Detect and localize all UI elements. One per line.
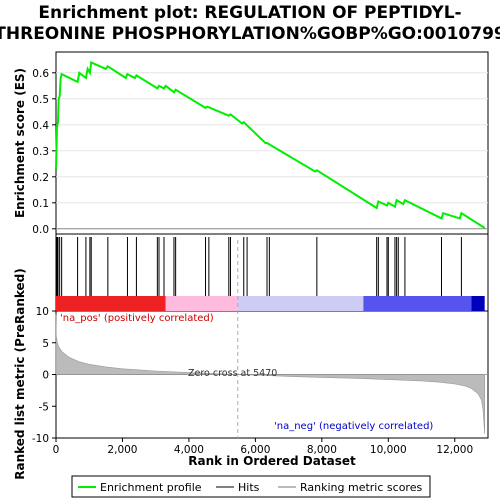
es-y-tick-label: 0.1: [32, 198, 49, 210]
es-gridlines: [56, 72, 488, 230]
hits-gradient-segment: [237, 296, 364, 311]
metric-y-tick-label: 0: [42, 370, 49, 382]
na-pos-annotation: 'na_pos' (positively correlated): [60, 313, 214, 324]
legend-label-hits: Hits: [238, 481, 260, 494]
hits-gradient-segment: [363, 296, 472, 311]
hits-lines: [56, 237, 462, 296]
es-y-tick-label: 0.2: [32, 172, 49, 184]
hits-gradient-bar: [56, 296, 485, 311]
metric-y-tick-label: 10: [36, 306, 49, 318]
es-line-layer: [55, 60, 486, 229]
hits-gradient-segment: [165, 296, 238, 311]
x-tick-label: 2,000: [107, 444, 137, 456]
hits-gradient-segment: [471, 296, 485, 311]
legend-label-ranking: Ranking metric scores: [300, 481, 422, 494]
x-tick-label: 4,000: [174, 444, 204, 456]
es-y-axis-ticks: 0.0 0.1 0.2 0.3 0.4 0.5 0.6: [32, 68, 56, 236]
zero-cross-annotation: Zero cross at 5470: [188, 368, 277, 379]
legend-box: [71, 475, 431, 498]
es-y-tick-label: 0.0: [32, 224, 49, 236]
metric-x-axis-ticks: 0 2,000 4,000 6,000 8,000 10,000 12,000: [53, 438, 473, 456]
es-panel-frame: [55, 51, 489, 235]
es-y-axis-label: Enrichment score (ES): [13, 68, 27, 218]
metric-layer: [55, 240, 488, 438]
es-y-tick-label: 0.3: [32, 146, 49, 158]
hits-gradient-segment: [56, 296, 166, 311]
legend-label-enrichment: Enrichment profile: [100, 481, 202, 494]
metric-y-tick-label: -5: [39, 401, 49, 413]
na-neg-annotation: 'na_neg' (negatively correlated): [274, 421, 433, 432]
x-tick-label: 12,000: [436, 444, 473, 456]
metric-y-tick-label: 5: [42, 338, 49, 350]
chart-title-line-1: Enrichment plot: REGULATION OF PEPTIDYL-: [38, 3, 461, 23]
metric-y-axis-label: Ranked list metric (PreRanked): [13, 268, 27, 480]
chart-title-line-2: THREONINE PHOSPHORYLATION%GOBP%GO:001079…: [0, 24, 500, 44]
enrichment-profile-line: [55, 60, 486, 229]
x-tick-label: 8,000: [307, 444, 337, 456]
es-y-tick-label: 0.5: [32, 94, 49, 106]
x-tick-label: 0: [53, 444, 60, 456]
x-tick-label: 10,000: [370, 444, 407, 456]
es-y-tick-label: 0.6: [32, 68, 49, 80]
metric-y-axis-ticks: -10 -5 0 5 10: [32, 306, 56, 445]
es-y-tick-label: 0.4: [32, 120, 49, 132]
x-axis-label: Rank in Ordered Dataset: [188, 454, 356, 468]
metric-y-tick-label: -10: [32, 433, 49, 445]
ranking-metric-area: [55, 314, 485, 434]
x-tick-label: 6,000: [240, 444, 270, 456]
